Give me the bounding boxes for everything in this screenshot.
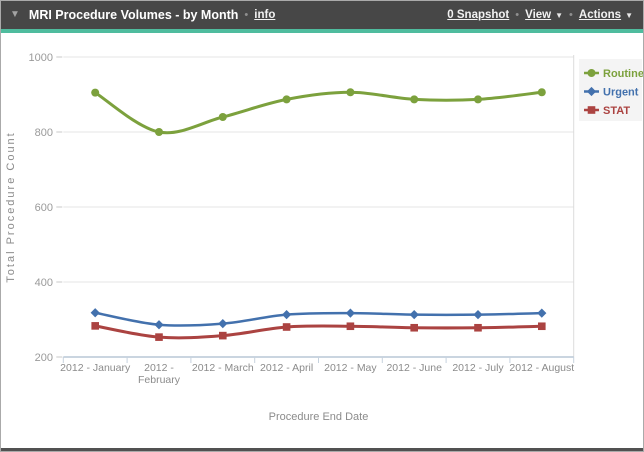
marker-routine-6 bbox=[474, 95, 482, 103]
x-category-label: 2012 - May bbox=[324, 362, 377, 374]
bottom-bar bbox=[1, 448, 643, 451]
marker-routine-3 bbox=[283, 95, 291, 103]
y-tick-label: 200 bbox=[35, 352, 53, 364]
x-axis-title: Procedure End Date bbox=[269, 411, 369, 423]
marker-urgent-7 bbox=[537, 309, 546, 318]
titlebar: ▼ MRI Procedure Volumes - by Month • inf… bbox=[1, 1, 643, 29]
legend-marker-routine bbox=[588, 69, 596, 77]
legend-label: Urgent bbox=[603, 87, 639, 99]
y-axis-title: Total Procedure Count bbox=[5, 131, 17, 282]
marker-urgent-0 bbox=[91, 308, 100, 317]
y-tick-label: 400 bbox=[35, 277, 53, 289]
marker-routine-0 bbox=[91, 89, 99, 97]
separator-dot: • bbox=[244, 9, 248, 21]
x-category-label: 2012 - April bbox=[260, 362, 313, 374]
marker-routine-1 bbox=[155, 128, 163, 136]
marker-urgent-1 bbox=[154, 320, 163, 329]
marker-stat-7 bbox=[538, 322, 546, 330]
line-chart: 200 400 600 800 1000 2012 - January 2012 -Febr… bbox=[1, 33, 643, 445]
x-category-label: 2012 - July bbox=[452, 362, 504, 374]
marker-urgent-2 bbox=[218, 319, 227, 328]
y-tick-label: 800 bbox=[35, 127, 53, 139]
x-category-label: 2012 - August bbox=[509, 362, 574, 374]
marker-stat-1 bbox=[155, 333, 163, 341]
x-category-label: 2012 - June bbox=[386, 362, 442, 374]
x-category-label: February bbox=[138, 374, 181, 386]
legend-label: Routine bbox=[603, 68, 643, 80]
view-menu-label[interactable]: View bbox=[525, 9, 551, 21]
marker-stat-6 bbox=[474, 324, 482, 332]
marker-stat-4 bbox=[347, 322, 355, 330]
y-tick-label: 1000 bbox=[29, 52, 53, 64]
chart-area: 200 400 600 800 1000 2012 - January 2012 -Febr… bbox=[1, 33, 643, 446]
marker-urgent-5 bbox=[410, 310, 419, 319]
actions-menu[interactable]: Actions ▼ bbox=[579, 9, 633, 21]
snapshot-link[interactable]: 0 Snapshot bbox=[447, 9, 509, 21]
marker-routine-7 bbox=[538, 88, 546, 96]
marker-urgent-3 bbox=[282, 310, 291, 319]
marker-routine-4 bbox=[346, 88, 354, 96]
separator-dot: • bbox=[569, 9, 573, 21]
marker-stat-3 bbox=[283, 323, 291, 331]
marker-routine-2 bbox=[219, 113, 227, 121]
marker-stat-5 bbox=[410, 324, 418, 332]
legend-marker-stat bbox=[588, 106, 596, 114]
chevron-down-icon: ▼ bbox=[625, 11, 633, 20]
marker-urgent-6 bbox=[473, 310, 482, 319]
x-category-label: 2012 - bbox=[144, 362, 174, 374]
marker-routine-5 bbox=[410, 95, 418, 103]
marker-stat-0 bbox=[91, 322, 99, 330]
separator-dot: • bbox=[515, 9, 519, 21]
info-link[interactable]: info bbox=[254, 9, 275, 21]
marker-urgent-4 bbox=[346, 309, 355, 318]
actions-menu-label[interactable]: Actions bbox=[579, 9, 621, 21]
legend-label: STAT bbox=[603, 105, 630, 117]
x-category-label: 2012 - January bbox=[60, 362, 131, 374]
x-category-label: 2012 - March bbox=[192, 362, 254, 374]
marker-stat-2 bbox=[219, 332, 227, 340]
chevron-down-icon: ▼ bbox=[555, 11, 563, 20]
view-menu[interactable]: View ▼ bbox=[525, 9, 563, 21]
widget-window: ▼ MRI Procedure Volumes - by Month • inf… bbox=[0, 0, 644, 452]
collapse-toggle-icon[interactable]: ▼ bbox=[10, 10, 20, 20]
widget-title: MRI Procedure Volumes - by Month bbox=[29, 8, 239, 22]
y-tick-label: 600 bbox=[35, 202, 53, 214]
